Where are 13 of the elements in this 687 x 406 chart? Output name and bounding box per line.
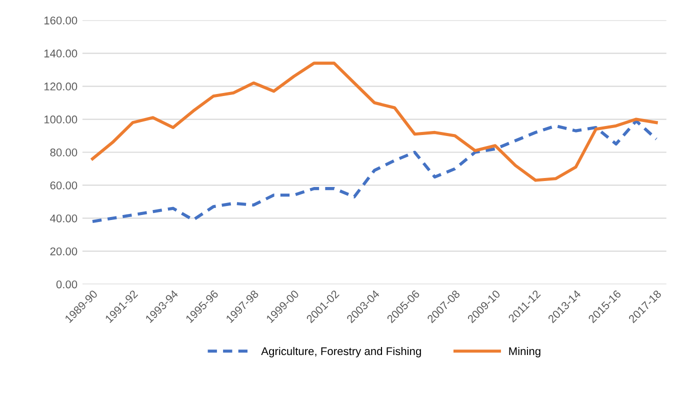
legend-label: Agriculture, Forestry and Fishing <box>261 346 421 358</box>
y-tick-label: 40.00 <box>50 214 78 222</box>
line-series <box>90 62 658 182</box>
line-series <box>90 119 658 224</box>
y-tick-label: 100.00 <box>44 116 78 124</box>
y-tick-label: 20.00 <box>50 247 78 256</box>
legend-label: Mining <box>509 346 540 358</box>
y-tick-label: 60.00 <box>50 182 78 190</box>
y-tick-label: 160.00 <box>44 16 78 24</box>
y-tick-label: 0.00 <box>56 280 78 288</box>
y-tick-label: 140.00 <box>44 50 78 58</box>
y-tick-label: 120.00 <box>44 82 78 90</box>
y-tick-label: 80.00 <box>50 148 78 156</box>
